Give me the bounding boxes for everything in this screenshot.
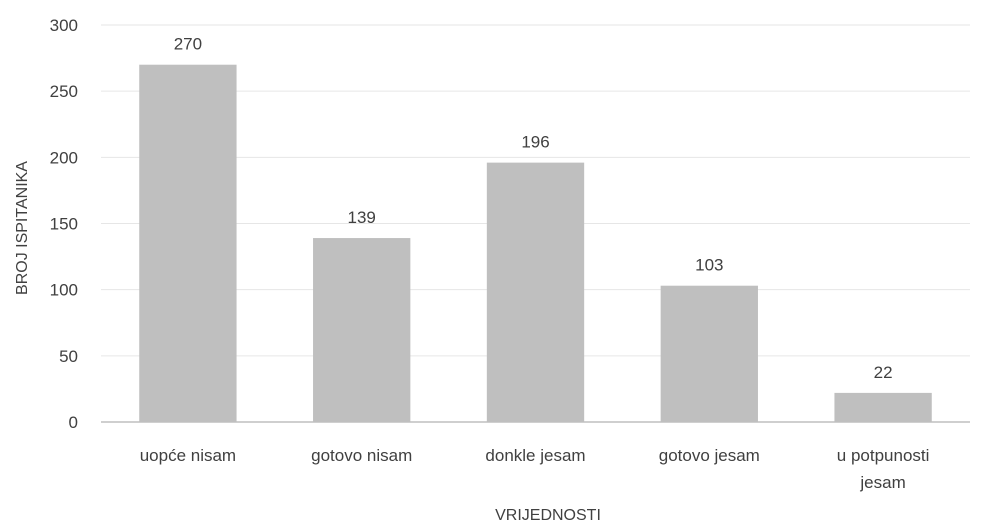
y-tick-labels: 0 50 100 150 200 250 300 — [50, 16, 78, 432]
bar — [660, 285, 758, 422]
bars — [139, 64, 932, 423]
x-tick-label: uopće nisam — [140, 446, 236, 465]
x-axis-title: VRIJEDNOSTI — [495, 507, 601, 524]
y-tick-label: 300 — [50, 16, 78, 35]
x-tick-labels: uopće nisam gotovo nisam donkle jesam gotov… — [140, 446, 930, 492]
x-tick-label: gotovo jesam — [659, 446, 760, 465]
x-tick-label: donkle jesam — [485, 446, 585, 465]
bar — [313, 238, 411, 422]
data-label: 22 — [874, 363, 893, 382]
x-tick-label: gotovo nisam — [311, 446, 412, 465]
data-label: 270 — [174, 35, 202, 54]
y-tick-label: 100 — [50, 281, 78, 300]
y-tick-label: 250 — [50, 82, 78, 101]
x-tick-label: jesam — [859, 473, 905, 492]
bar — [139, 64, 237, 422]
data-label: 103 — [695, 256, 723, 275]
bar — [486, 162, 585, 423]
data-label: 139 — [348, 208, 376, 227]
y-tick-label: 50 — [59, 347, 78, 366]
y-tick-label: 0 — [69, 413, 78, 432]
y-tick-label: 200 — [50, 148, 78, 167]
data-label: 196 — [521, 133, 549, 152]
bar — [834, 392, 932, 422]
y-axis-title: BROJ ISPITANIKA — [14, 161, 31, 295]
y-tick-label: 150 — [50, 215, 78, 234]
x-tick-label: u potpunosti — [837, 446, 930, 465]
data-labels: 270 139 196 103 22 — [174, 35, 893, 382]
